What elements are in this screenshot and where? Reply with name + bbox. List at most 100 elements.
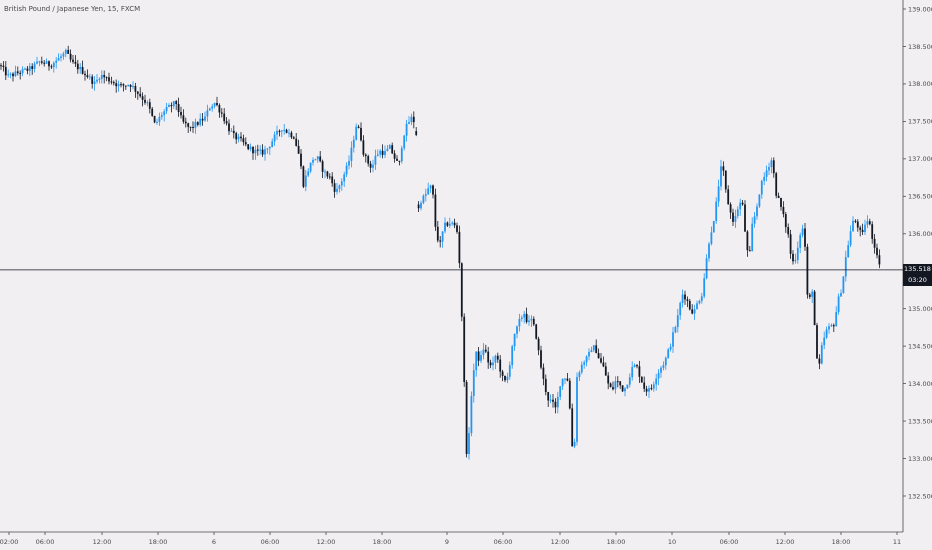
candle-body xyxy=(129,84,132,87)
candle xyxy=(525,307,528,324)
candle-body xyxy=(110,81,113,83)
candle-body xyxy=(264,149,266,155)
candle-body xyxy=(26,68,29,71)
candle xyxy=(712,220,715,233)
candle-body xyxy=(556,396,559,408)
candle-body xyxy=(259,149,262,151)
candle xyxy=(336,183,338,195)
candle-body xyxy=(712,220,715,233)
candle xyxy=(806,243,809,299)
candle-body xyxy=(703,278,706,297)
candle-body xyxy=(590,350,593,352)
x-tick-label: 06:00 xyxy=(261,538,280,546)
candle xyxy=(9,72,12,79)
candle-body xyxy=(626,384,629,389)
candle xyxy=(100,70,103,84)
candle xyxy=(57,53,60,61)
candle xyxy=(268,145,271,156)
candle-body xyxy=(300,153,302,167)
x-tick-label: 06:00 xyxy=(36,538,55,546)
candle-body xyxy=(273,134,276,142)
candle-body xyxy=(360,127,362,141)
candle xyxy=(854,219,857,224)
candle xyxy=(160,112,163,120)
candle xyxy=(132,81,134,90)
candle-body xyxy=(816,325,818,359)
candle-body xyxy=(693,309,696,314)
candle xyxy=(856,219,859,232)
candle xyxy=(840,289,842,297)
candle xyxy=(470,391,473,437)
candle-body xyxy=(487,351,490,363)
candle-body xyxy=(43,62,46,64)
candle xyxy=(201,112,204,126)
candle-body xyxy=(441,231,444,242)
candle-body xyxy=(86,75,89,78)
candle-body xyxy=(806,246,809,295)
candle xyxy=(756,203,758,220)
candle xyxy=(787,223,790,238)
candle-body xyxy=(571,408,574,447)
candle xyxy=(585,355,588,367)
candle-body xyxy=(429,185,432,189)
candle-body xyxy=(818,358,821,364)
candle xyxy=(117,80,120,92)
candle xyxy=(796,241,799,264)
candle-body xyxy=(583,362,586,365)
candle-body xyxy=(187,123,190,127)
candle-body xyxy=(616,381,619,383)
candle-body xyxy=(448,223,451,226)
candle-body xyxy=(36,61,38,64)
candle-body xyxy=(79,66,82,70)
candle xyxy=(770,157,773,174)
candle xyxy=(528,315,530,326)
candle xyxy=(256,144,259,156)
candle-body xyxy=(64,49,67,54)
candle-body xyxy=(84,73,86,76)
candle xyxy=(235,131,238,144)
candle-body xyxy=(811,291,814,297)
candle xyxy=(357,124,360,129)
candle-body xyxy=(352,139,355,148)
candle-body xyxy=(405,123,408,136)
candle xyxy=(420,200,422,211)
candle xyxy=(31,63,34,75)
y-tick-label: 139.000 xyxy=(908,5,932,13)
candle xyxy=(849,225,852,248)
candle xyxy=(405,119,408,142)
candle-body xyxy=(132,86,134,88)
candle xyxy=(703,273,706,299)
x-tick-label: 12:00 xyxy=(551,538,570,546)
candle-body xyxy=(516,326,518,334)
candle xyxy=(180,106,182,119)
candle xyxy=(729,202,732,219)
candle xyxy=(204,111,206,122)
candle xyxy=(835,306,838,327)
candle-body xyxy=(744,204,746,232)
candle-body xyxy=(609,383,612,388)
candle-body xyxy=(698,300,701,304)
candle-body xyxy=(268,146,271,149)
candle-body xyxy=(705,258,708,279)
candle-body xyxy=(525,313,528,323)
candle xyxy=(429,184,432,193)
candle-body xyxy=(223,113,226,122)
candle-body xyxy=(756,206,758,217)
candle-body xyxy=(290,132,293,138)
candle xyxy=(540,345,542,370)
candle xyxy=(105,76,108,82)
y-tick-label: 136.000 xyxy=(908,230,932,238)
candle xyxy=(288,128,290,138)
candle xyxy=(655,373,658,391)
candle-body xyxy=(864,224,866,233)
candle xyxy=(588,348,590,361)
candle-body xyxy=(801,228,804,236)
candle-body xyxy=(88,76,91,78)
candle xyxy=(52,61,55,73)
candle xyxy=(244,137,247,147)
candle-body xyxy=(249,146,252,150)
candle xyxy=(4,61,7,81)
candle xyxy=(67,45,70,54)
